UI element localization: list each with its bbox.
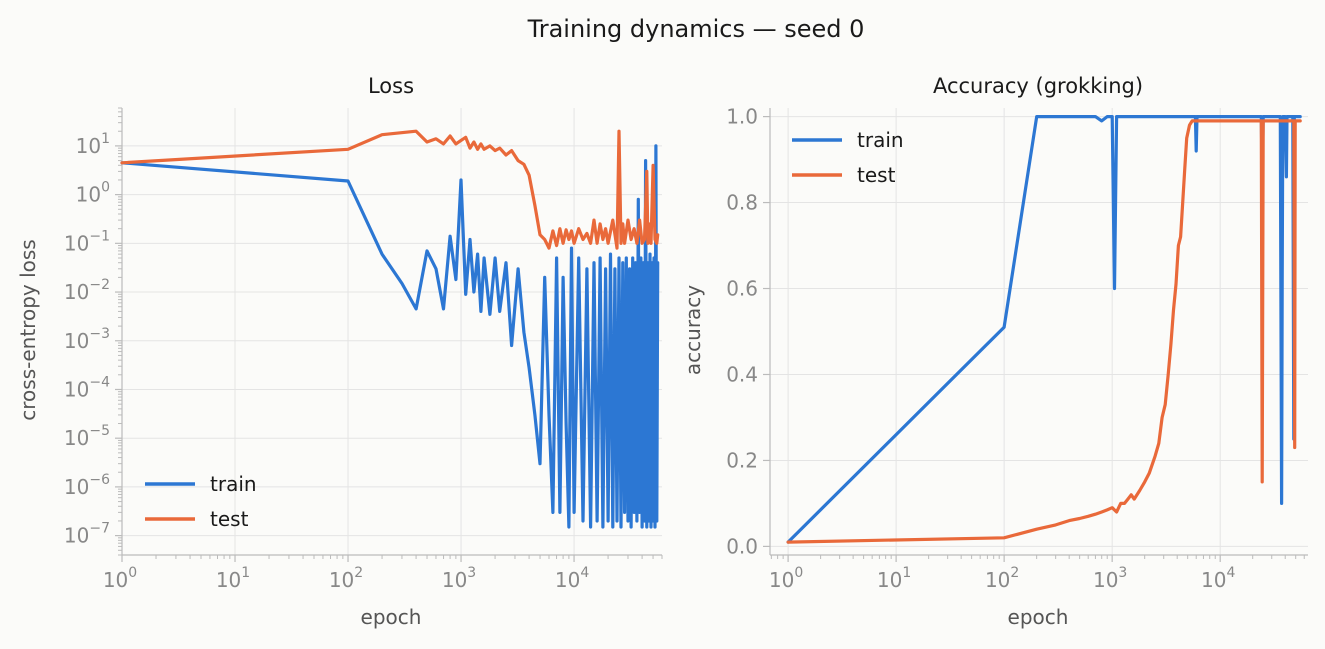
y-tick-label: 1.0 [726, 105, 758, 129]
y-tick-label: 10−7 [64, 521, 110, 548]
x-tick-label: 101 [877, 565, 911, 592]
legend-label-train: train [857, 128, 904, 152]
x-tick-label: 102 [985, 565, 1019, 592]
x-tick-label: 100 [769, 565, 803, 592]
y-tick-label: 10−5 [64, 423, 110, 450]
y-tick-label: 10−1 [64, 228, 110, 255]
legend-label-test: test [857, 163, 896, 187]
accuracy-xlabel: epoch [1008, 605, 1069, 629]
y-tick-label: 10−3 [64, 326, 110, 353]
series-line-test [120, 129, 660, 250]
loss-panel: Loss epoch cross-entropy loss 100 101 102 1… [16, 74, 663, 629]
y-tick-label: 10−4 [64, 374, 110, 401]
y-tick-label: 0.0 [726, 534, 758, 558]
series-line-train [786, 114, 1302, 544]
y-tick-label: 0.8 [726, 191, 758, 215]
x-tick-label: 103 [1093, 565, 1127, 592]
y-tick-label: 101 [76, 131, 110, 158]
y-tick-label: 0.6 [726, 277, 758, 301]
x-tick-label: 100 [103, 565, 137, 592]
x-tick-label: 104 [555, 565, 589, 592]
x-tick-label: 101 [216, 565, 250, 592]
y-tick-label: 0.2 [726, 448, 758, 472]
loss-ylabel: cross-entropy loss [16, 239, 40, 420]
legend-label-train: train [210, 472, 257, 496]
loss-title: Loss [368, 74, 414, 98]
y-tick-label: 10−6 [64, 472, 110, 499]
accuracy-panel: Accuracy (grokking) epoch accuracy 100 10… [681, 74, 1308, 629]
y-tick-label: 10−2 [64, 277, 110, 304]
series-line-test [786, 119, 1302, 544]
legend-label-test: test [210, 507, 249, 531]
x-tick-label: 102 [329, 565, 363, 592]
x-tick-label: 104 [1201, 565, 1235, 592]
figure-title: Training dynamics — seed 0 [527, 15, 865, 43]
y-tick-label: 100 [76, 180, 110, 207]
accuracy-title: Accuracy (grokking) [933, 74, 1143, 98]
accuracy-ylabel: accuracy [681, 285, 705, 375]
loss-xlabel: epoch [361, 605, 422, 629]
series-line-train [120, 144, 660, 529]
y-tick-label: 0.4 [726, 362, 758, 386]
x-tick-label: 103 [442, 565, 476, 592]
